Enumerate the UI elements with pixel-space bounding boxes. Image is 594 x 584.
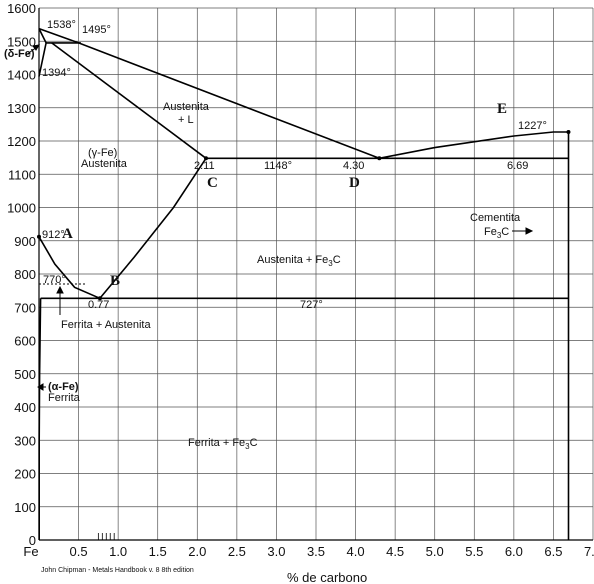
temp-912: 912° xyxy=(42,229,65,241)
point-b xyxy=(97,296,102,301)
austenita-label: Austenita xyxy=(81,158,128,170)
y-tick-label: 1600 xyxy=(7,1,36,16)
y-tick-label: 400 xyxy=(14,400,36,415)
y-tick-label: 1100 xyxy=(8,167,36,182)
temp-770: 770° xyxy=(43,274,66,286)
cementita-label: Cementita xyxy=(470,212,521,224)
ferrita-austenita-label: Ferrita + Austenita xyxy=(61,319,151,331)
curve-liquidus-left xyxy=(38,27,380,160)
comp-4-30: 4.30 xyxy=(343,160,364,172)
delta-fe-label: (δ-Fe) xyxy=(4,48,35,60)
x-tick-label: 6.0 xyxy=(505,544,523,559)
y-tick-label: 1500 xyxy=(7,34,36,49)
y-tick-label: 1400 xyxy=(7,68,36,83)
point-c xyxy=(203,156,208,161)
cementita-arrowhead xyxy=(525,227,534,235)
austenita-l-line1: Austenita xyxy=(163,101,210,113)
y-tick-label: 700 xyxy=(14,300,36,315)
austenita-fe3c-label: Austenita + Fe3C xyxy=(257,254,341,268)
temp-1495: 1495° xyxy=(82,24,111,36)
comp-6-69: 6.69 xyxy=(507,160,528,172)
curve-liquidus-right xyxy=(379,131,569,160)
credit-text: John Chipman - Metals Handbook v. 8 8th … xyxy=(41,567,194,574)
y-tick-label: 500 xyxy=(14,367,36,382)
y-tick-label: 1200 xyxy=(7,134,36,149)
arrows xyxy=(25,44,534,391)
x-tick-label: 1.0 xyxy=(109,544,127,559)
tick-labels: Fe 0.5 1.0 1.5 2.0 2.5 3.0 3.5 4.0 4.5 5.0 5.5 6.0 6.… xyxy=(7,1,594,559)
curve-acm xyxy=(99,157,207,299)
x-tick-label: 3.0 xyxy=(267,544,285,559)
x-tick-label: 7.0 xyxy=(584,544,594,559)
point-c-label: C xyxy=(207,175,218,191)
temp-1227: 1227° xyxy=(518,120,547,132)
austenita-l-line2: + L xyxy=(178,114,194,126)
y-tick-label: 200 xyxy=(14,467,36,482)
y-tick-label: 600 xyxy=(14,334,36,349)
point-a-label: A xyxy=(62,226,73,242)
ferrita-fe3c-label: Ferrita + Fe3C xyxy=(188,437,258,451)
x-tick-label: 4.5 xyxy=(386,544,404,559)
point-b-label: B xyxy=(110,273,120,289)
temp-727: 727° xyxy=(300,299,323,311)
curve-solidus xyxy=(51,42,207,159)
point-d-label: D xyxy=(349,175,360,191)
x-tick-label: 0.5 xyxy=(70,544,88,559)
temp-1148: 1148° xyxy=(264,160,292,172)
x-tick-label: 6.5 xyxy=(544,544,562,559)
grid xyxy=(38,7,594,541)
y-tick-label: 100 xyxy=(14,500,36,515)
y-tick-label: 0 xyxy=(29,533,36,548)
comp-0-77: 0.77 xyxy=(88,299,109,311)
y-tick-label: 900 xyxy=(14,234,36,249)
alpha-fe-label: (α-Fe) xyxy=(48,381,79,393)
phase-boundaries xyxy=(37,27,571,540)
x-tick-label: 1.5 xyxy=(149,544,167,559)
y-tick-label: 1300 xyxy=(7,101,36,116)
gamma-fe-label: (γ-Fe) xyxy=(88,147,117,159)
x-tick-label: 4.0 xyxy=(347,544,365,559)
y-tick-label: 1000 xyxy=(7,201,36,216)
x-axis-label: % de carbono xyxy=(287,570,367,584)
curve-a3 xyxy=(38,236,101,300)
point-e-label: E xyxy=(497,101,507,117)
curve-alpha-solvus xyxy=(38,298,42,540)
comp-2-11: 2.11 xyxy=(194,160,215,172)
point-e xyxy=(566,130,571,135)
ferrita-label: Ferrita xyxy=(48,392,81,404)
x-tick-label: 3.5 xyxy=(307,544,325,559)
y-tick-label: 800 xyxy=(14,267,36,282)
y-tick-label: 300 xyxy=(14,433,36,448)
temp-1538: 1538° xyxy=(47,19,76,31)
point-a xyxy=(37,234,41,239)
point-d xyxy=(377,156,382,161)
cementita-fe3c-label: Fe3C xyxy=(484,226,509,240)
x-tick-label: 2.5 xyxy=(228,544,246,559)
x-tick-label: 2.0 xyxy=(188,544,206,559)
x-tick-label: 5.5 xyxy=(465,544,483,559)
x-tick-label: 5.0 xyxy=(426,544,444,559)
ferrita-austenita-arrowhead xyxy=(56,285,64,294)
x-tick-label: Fe xyxy=(23,544,38,559)
temp-1394: 1394° xyxy=(42,67,71,79)
delta-fe-arrowhead xyxy=(32,44,40,51)
alpha-fe-arrowhead xyxy=(37,383,44,391)
